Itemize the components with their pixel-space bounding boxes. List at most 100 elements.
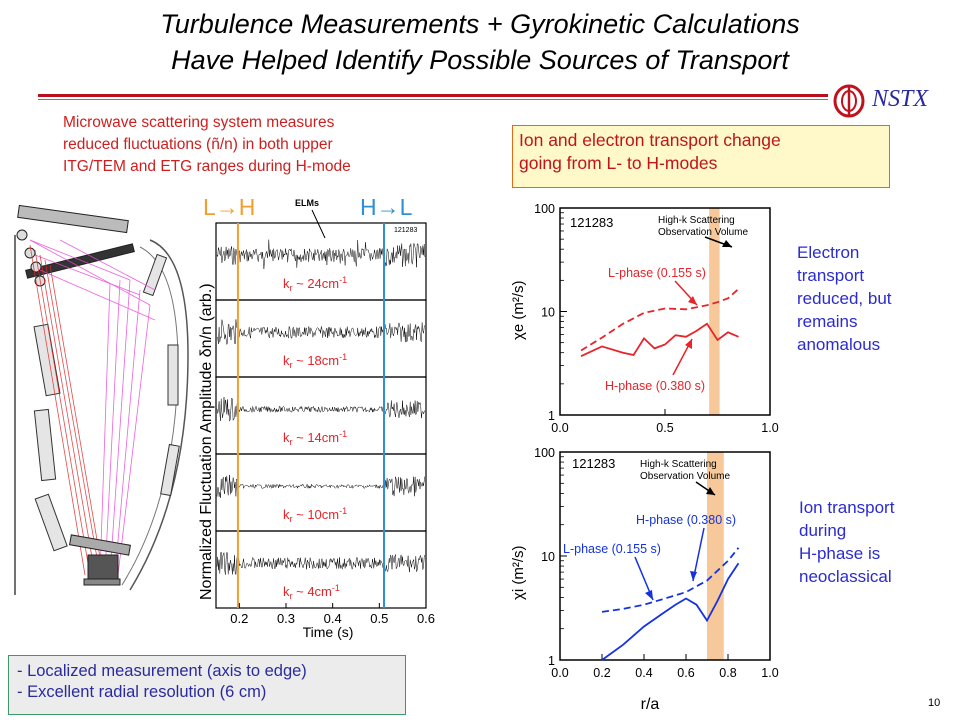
- fluct-kr-superscript: -1: [332, 583, 340, 593]
- tokamak-cross-section: [14, 204, 189, 595]
- chii-series-line-0: [601, 547, 740, 613]
- fluct-kr-value: ~ 14cm: [293, 430, 340, 445]
- fluct-trace: [216, 319, 426, 345]
- electron-note-line5: anomalous: [797, 335, 881, 354]
- chi-e-shot-number: 121283: [570, 215, 613, 230]
- fluct-kr-value: ~ 4cm: [293, 584, 332, 599]
- chi-e-observation-band: [709, 208, 720, 415]
- ion-note-line3: H-phase is: [799, 544, 881, 563]
- scattering-note-line1: Microwave scattering system measures: [63, 114, 335, 131]
- chi-i-l-phase-label: L-phase (0.155 s): [563, 542, 661, 556]
- fluct-kr-label: kr ~ 14cm-1: [283, 429, 347, 447]
- chie-ytick-label: 100: [534, 202, 555, 216]
- scattering-note-line3: ITG/TEM and ETG ranges during H-mode: [63, 158, 351, 175]
- chi-i-ticks: 0.0 0.2 0.4 0.6 0.8 1.0 1 10 100: [534, 446, 779, 680]
- probe-beams: [29, 244, 104, 576]
- fluct-kr-superscript: -1: [339, 429, 347, 439]
- chi-e-chart: 0.0 0.5 1.0 1 10 100 121283 High-k Scattering…: [510, 202, 779, 435]
- chi-i-h-phase-label: H-phase (0.380 s): [636, 513, 736, 527]
- scattering-note-line2: reduced fluctuations (ñ/n) in both uppe…: [63, 136, 333, 153]
- fluct-kr-subscript: r: [290, 283, 293, 293]
- fluct-xtick-label: 0.5: [370, 611, 388, 626]
- chi-e-h-phase-arrow-head: [685, 339, 692, 349]
- chii-xtick-label: 0.0: [551, 666, 568, 680]
- fluct-kr-label: kr ~ 10cm-1: [283, 506, 347, 524]
- chie-xtick-label: 1.0: [761, 421, 778, 435]
- chii-ytick-label: 100: [534, 446, 555, 460]
- chi-i-chart: 0.0 0.2 0.4 0.6 0.8 1.0 1 10 100 121283 High-k S…: [510, 446, 779, 713]
- chi-e-l-phase-arrow-head: [688, 296, 697, 305]
- chi-i-plot-frame: [559, 451, 771, 661]
- electron-note-line4: remains: [797, 312, 858, 331]
- chii-xtick-label: 0.8: [719, 666, 736, 680]
- chi-i-band-arrow-head: [706, 487, 715, 495]
- elms-label: ELMs: [295, 198, 319, 208]
- fluct-kr-value: ~ 18cm: [293, 353, 340, 368]
- fluct-xlabel: Time (s): [303, 624, 354, 640]
- fluct-kr-label: kr ~ 24cm-1: [283, 275, 347, 293]
- ion-note-line2: during: [799, 521, 847, 540]
- scattering-beams: [29, 239, 156, 576]
- fluct-kr-superscript: -1: [339, 506, 347, 516]
- chi-i-band-label-1: High-k Scattering: [640, 459, 717, 470]
- fluct-kr-subscript: r: [290, 591, 293, 601]
- transport-box-line1: Ion and electron transport change: [519, 130, 781, 150]
- page-number: 10: [928, 697, 941, 709]
- fluct-kr-superscript: -1: [339, 275, 347, 285]
- fluct-kr-label: kr ~ 4cm-1: [283, 583, 340, 601]
- chie-ytick-label: 1: [548, 409, 555, 423]
- elms-pointer: [311, 209, 326, 239]
- fluct-xticks: 0.2 0.3 0.4 0.5 0.6: [230, 603, 435, 626]
- ion-note: Ion transport during H-phase is neoclass…: [799, 496, 894, 588]
- nstx-logo: NSTX: [832, 84, 952, 118]
- chi-e-ticks: 0.0 0.5 1.0 1 10 100: [534, 202, 779, 435]
- nstx-emblem-icon: [833, 84, 865, 118]
- chi-i-h-phase-arrow-head: [690, 571, 697, 581]
- fluct-trace: [216, 474, 426, 498]
- chi-e-l-phase-label: L-phase (0.155 s): [608, 266, 706, 280]
- divertor-plates: [33, 253, 180, 552]
- chi-i-observation-band: [707, 452, 724, 660]
- chii-ytick-label: 10: [541, 550, 555, 564]
- chi-e-h-phase-label: H-phase (0.380 s): [605, 379, 705, 393]
- nstx-logo-text: NSTX: [872, 86, 929, 112]
- chi-i-l-phase-arrow-head: [645, 590, 653, 600]
- fluct-trace: [216, 397, 426, 422]
- fluct-kr-superscript: -1: [339, 352, 347, 362]
- chii-xtick-label: 0.2: [593, 666, 610, 680]
- page-title-line1: Turbulence Measurements + Gyrokinetic Ca…: [160, 9, 800, 39]
- bottom-box-line1: - Localized measurement (axis to edge): [17, 662, 307, 680]
- electron-note-line3: reduced, but: [797, 289, 892, 308]
- fluct-shot-number: 121283: [394, 227, 417, 234]
- fluct-xtick-label: 0.3: [277, 611, 295, 626]
- chi-e-band-label-2: Observation Volume: [658, 227, 748, 238]
- chi-e-band-label-1: High-k Scattering: [658, 215, 735, 226]
- chi-i-shot-number: 121283: [572, 456, 615, 471]
- fluct-xtick-label: 0.2: [230, 611, 248, 626]
- chii-xtick-label: 0.6: [677, 666, 694, 680]
- fluctuation-chart: L→H H→L ELMs 121283 Normalized Fluctuati…: [198, 194, 435, 640]
- chi-e-band-arrow-head: [722, 240, 732, 247]
- chie-ytick-label: 10: [541, 306, 555, 320]
- fluct-trace: [216, 551, 426, 576]
- hl-transition-label: H→L: [360, 194, 413, 220]
- fluct-xtick-label: 0.6: [417, 611, 435, 626]
- chii-xtick-label: 0.4: [635, 666, 652, 680]
- fluct-kr-label: kr ~ 18cm-1: [283, 352, 347, 370]
- fluct-kr-subscript: r: [290, 514, 293, 524]
- chie-series-line-0: [580, 288, 740, 352]
- chie-xtick-label: 0.0: [551, 421, 568, 435]
- fluct-trace: [216, 239, 426, 270]
- chii-ytick-label: 1: [548, 654, 555, 668]
- chii-xtick-label: 1.0: [761, 666, 778, 680]
- chi-i-xlabel: r/a: [641, 696, 660, 713]
- page-title-line2: Have Helped Identify Possible Sources of…: [171, 45, 789, 75]
- fluct-panel-frame: [215, 530, 427, 609]
- fluct-kr-subscript: r: [290, 437, 293, 447]
- bottom-box-line2: - Excellent radial resolution (6 cm): [17, 683, 267, 701]
- fluct-xtick-label: 0.4: [324, 611, 342, 626]
- chi-e-ylabel: χe (m²/s): [510, 280, 527, 340]
- fluct-kr-value: ~ 24cm: [293, 276, 340, 291]
- measurement-features-box: - Localized measurement (axis to edge) -…: [8, 655, 406, 715]
- transport-change-box: Ion and electron transport change going …: [512, 125, 890, 188]
